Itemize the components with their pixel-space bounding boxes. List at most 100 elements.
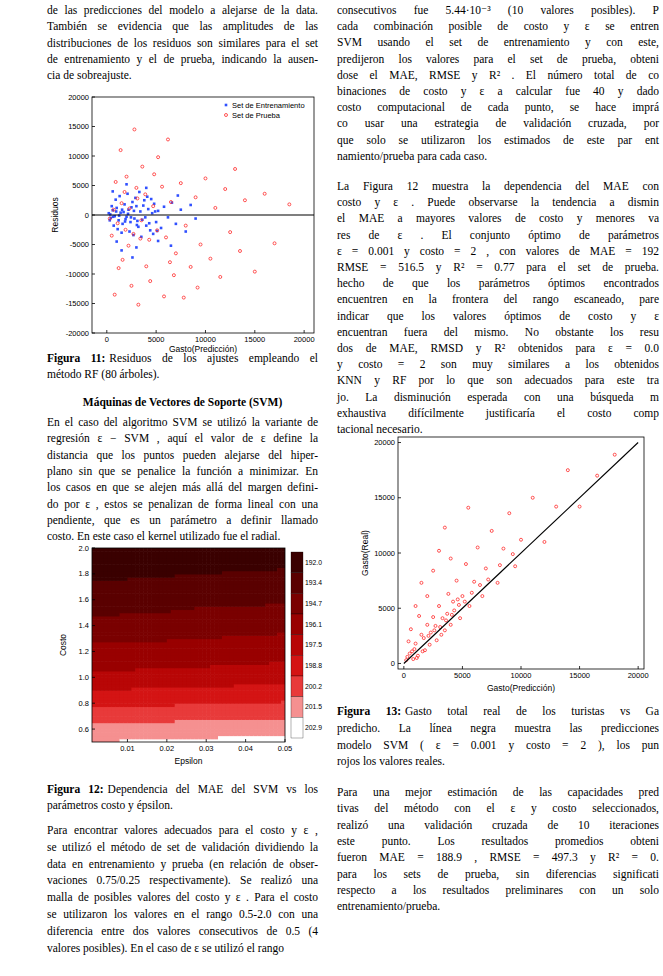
x-tick-label: 15000 <box>244 335 265 344</box>
legend-entry: Set de Entrenamiento <box>232 101 305 110</box>
contour-cell <box>198 548 203 552</box>
contour-cell <box>112 548 117 552</box>
y-tick <box>92 126 95 127</box>
data-point <box>150 198 153 201</box>
data-point <box>184 224 187 227</box>
data-point <box>170 244 173 247</box>
contour-cell <box>124 548 129 552</box>
contour-cell <box>151 548 156 552</box>
x-tick <box>254 330 255 333</box>
contour-cell <box>179 548 184 552</box>
data-point <box>157 240 160 243</box>
y-tick <box>92 156 95 157</box>
data-point <box>120 231 123 234</box>
data-point <box>112 224 115 227</box>
data-point <box>114 180 117 183</box>
data-point <box>196 286 199 289</box>
data-point <box>119 211 122 214</box>
contour-cell <box>120 548 125 552</box>
data-point <box>145 187 148 190</box>
data-point <box>167 216 170 219</box>
data-point <box>123 190 126 193</box>
legend-entry: Set de Prueba <box>232 111 281 120</box>
data-point <box>182 296 185 299</box>
data-point <box>140 219 143 222</box>
data-point <box>243 199 246 202</box>
y-tick-label: -5000 <box>70 240 89 249</box>
data-point <box>149 280 152 283</box>
data-point <box>125 175 128 178</box>
contour-cell <box>155 548 160 552</box>
y-tick <box>92 97 95 98</box>
data-point <box>137 303 140 306</box>
data-point <box>130 216 133 219</box>
contour-cell <box>116 548 121 552</box>
data-point <box>115 240 118 243</box>
y-tick-label: -15000 <box>66 299 89 308</box>
data-point <box>156 230 159 233</box>
legend: Set de EntrenamientoSet de Prueba <box>225 101 305 120</box>
data-point <box>142 204 145 207</box>
scatter-chart: 05000100001500020000-20000-15000-10000-5… <box>50 93 315 354</box>
data-point <box>153 173 156 176</box>
data-point <box>108 217 111 220</box>
contour-cell <box>175 548 180 552</box>
data-point <box>111 190 114 193</box>
contour-cell <box>96 548 101 552</box>
data-point <box>144 216 147 219</box>
data-point <box>110 205 113 208</box>
data-point <box>189 204 192 207</box>
x-tick-label: 5000 <box>148 335 165 344</box>
data-point <box>145 265 148 268</box>
data-point <box>172 274 175 277</box>
data-point <box>175 223 178 226</box>
data-point <box>128 230 131 233</box>
data-point <box>144 193 147 196</box>
data-point <box>112 215 115 218</box>
contour-cell <box>171 548 176 552</box>
x-tick <box>106 330 107 333</box>
data-point <box>288 203 291 206</box>
reference-line <box>92 214 314 215</box>
data-point <box>135 205 138 208</box>
data-point <box>118 195 121 198</box>
data-point <box>194 196 197 199</box>
data-point <box>161 185 164 188</box>
data-point <box>154 210 157 213</box>
data-point <box>121 223 124 226</box>
data-point <box>121 208 124 211</box>
contour-cell <box>127 548 132 552</box>
data-point <box>113 293 116 296</box>
y-tick-label: 0 <box>85 211 89 220</box>
data-point <box>135 186 138 189</box>
contour-cell <box>135 548 140 552</box>
data-point <box>128 207 131 210</box>
data-point <box>169 201 172 204</box>
data-point <box>165 236 168 239</box>
data-point <box>131 201 134 204</box>
contour-cell <box>190 548 195 552</box>
data-point <box>116 228 119 231</box>
data-point <box>119 149 122 152</box>
y-tick-label: -20000 <box>66 329 89 338</box>
data-point <box>189 265 192 268</box>
data-point <box>122 211 125 214</box>
data-point <box>214 206 217 209</box>
data-point <box>179 182 182 185</box>
contour-cell <box>194 548 199 552</box>
y-tick <box>92 333 95 334</box>
data-point <box>136 197 139 200</box>
data-point <box>126 192 129 195</box>
plot-frame <box>92 97 314 333</box>
data-point <box>115 207 118 210</box>
data-point <box>132 232 135 235</box>
data-point <box>239 249 242 252</box>
x-tick-label: 10000 <box>195 335 216 344</box>
x-tick <box>304 330 305 333</box>
legend-symbol <box>225 104 228 107</box>
y-tick <box>92 244 95 245</box>
y-tick-label: 5000 <box>72 181 89 190</box>
data-point <box>121 258 124 261</box>
data-area <box>92 548 285 742</box>
data-point <box>166 138 169 141</box>
